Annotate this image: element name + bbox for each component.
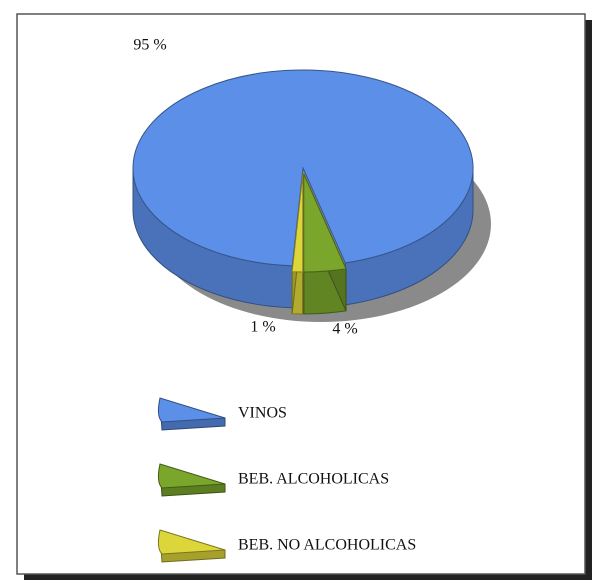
legend-label: VINOS [238, 405, 287, 422]
legend-label: BEB. NO ALCOHOLICAS [238, 537, 416, 554]
pie: 95 % 4 % 1 % [132, 37, 491, 338]
legend-icon [157, 397, 226, 423]
data-label: 1 % [250, 319, 275, 336]
pie-slice [303, 173, 347, 273]
legend: VINOS BEB. ALCOHOLICAS BEB. NO ALCOHOLICAS [157, 397, 416, 563]
legend-icon [157, 463, 226, 489]
pie-slice [132, 69, 474, 267]
data-label: 95 % [133, 37, 166, 54]
legend-label: BEB. ALCOHOLICAS [238, 471, 389, 488]
pie-slice [291, 173, 304, 273]
data-label: 4 % [332, 321, 357, 338]
legend-icon [157, 529, 226, 555]
